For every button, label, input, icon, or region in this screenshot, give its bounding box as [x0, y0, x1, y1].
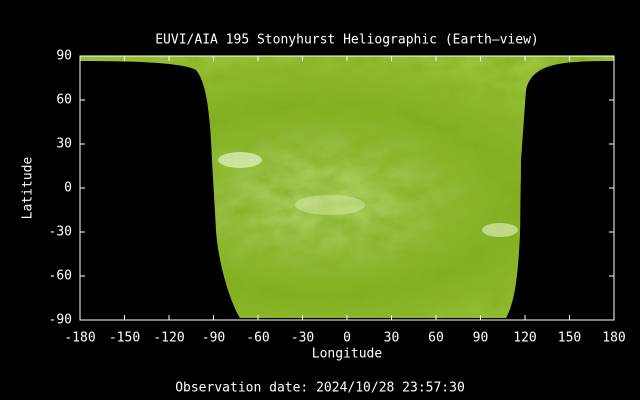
bright-region — [218, 152, 262, 168]
y-axis-label: Latitude — [21, 157, 36, 220]
chart-title: EUVI/AIA 195 Stonyhurst Heliographic (Ea… — [155, 33, 539, 48]
x-tick-label: -180 — [64, 331, 95, 346]
x-tick-label: -90 — [202, 331, 225, 346]
bright-region — [295, 195, 365, 215]
x-tick-label: 30 — [384, 331, 400, 346]
x-tick-label: 60 — [428, 331, 444, 346]
y-tick-label: 30 — [56, 137, 72, 152]
y-tick-label: 0 — [64, 181, 72, 196]
y-tick-label: 90 — [56, 49, 72, 64]
y-tick-label: -60 — [49, 269, 72, 284]
footer: Observation date: 2024/10/28 23:57:30 — [175, 381, 465, 396]
solar-map-image — [80, 56, 614, 318]
x-tick-label: -120 — [153, 331, 184, 346]
y-tick-label: 60 — [56, 93, 72, 108]
x-tick-label: 120 — [513, 331, 536, 346]
bright-region — [482, 223, 518, 237]
x-tick-label: -60 — [246, 331, 269, 346]
y-tick-label: -30 — [49, 225, 72, 240]
x-axis-label: Longitude — [312, 347, 383, 362]
x-tick-label: 150 — [558, 331, 581, 346]
x-tick-label: -30 — [291, 331, 314, 346]
x-tick-label: 90 — [473, 331, 489, 346]
x-tick-label: -150 — [109, 331, 140, 346]
y-tick-label: -90 — [49, 313, 72, 328]
x-tick-label: 0 — [343, 331, 351, 346]
x-tick-label: 180 — [602, 331, 625, 346]
